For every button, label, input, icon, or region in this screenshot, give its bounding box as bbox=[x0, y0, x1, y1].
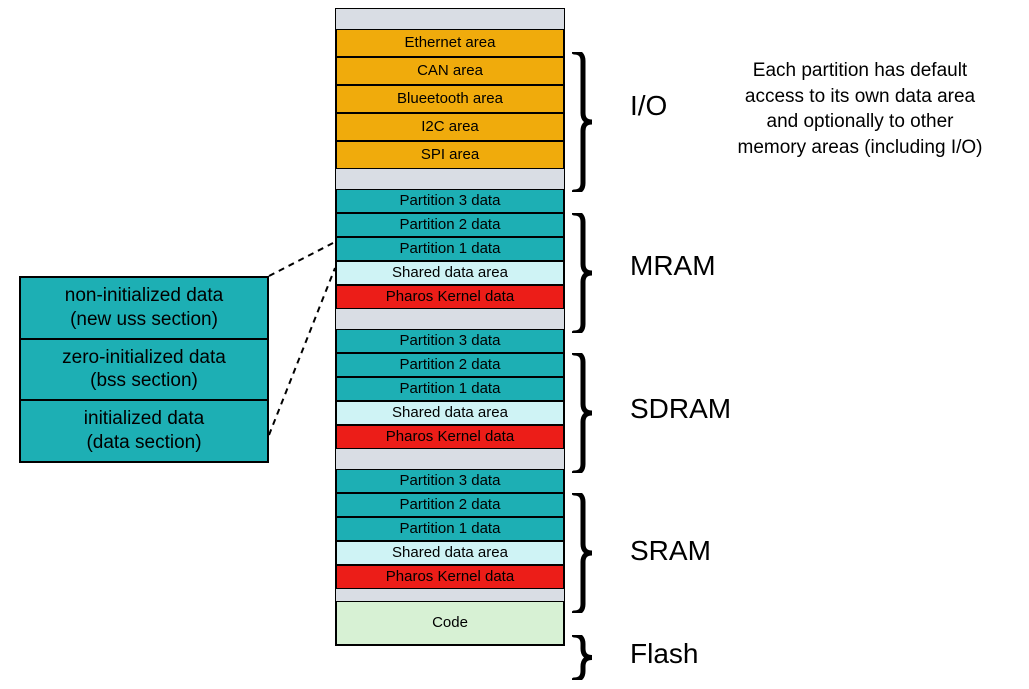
mram-kernel: Pharos Kernel data bbox=[336, 285, 564, 309]
spacer bbox=[336, 309, 564, 329]
sdram-kernel: Pharos Kernel data bbox=[336, 425, 564, 449]
brace-icon bbox=[572, 635, 612, 680]
detail-line: (new uss section) bbox=[70, 309, 218, 330]
detail-row-initialized: initialized data (data section) bbox=[20, 400, 268, 462]
sram-partition2: Partition 2 data bbox=[336, 493, 564, 517]
mram-partition2: Partition 2 data bbox=[336, 213, 564, 237]
sdram-partition2: Partition 2 data bbox=[336, 353, 564, 377]
detail-line: (bss section) bbox=[90, 370, 198, 391]
brace-icon bbox=[572, 353, 612, 473]
note-line: and optionally to other bbox=[767, 111, 954, 132]
brace-icon bbox=[572, 213, 612, 333]
mram-shared: Shared data area bbox=[336, 261, 564, 285]
mram-partition1: Partition 1 data bbox=[336, 237, 564, 261]
data-section-detail-box: non-initialized data (new uss section) z… bbox=[19, 276, 269, 463]
region-label: SDRAM bbox=[630, 393, 731, 425]
brace-icon bbox=[572, 493, 612, 613]
sram-partition1: Partition 1 data bbox=[336, 517, 564, 541]
io-can-area: CAN area bbox=[336, 57, 564, 85]
note-line: access to its own data area bbox=[745, 86, 975, 107]
brace-icon bbox=[572, 52, 612, 192]
sdram-partition3: Partition 3 data bbox=[336, 329, 564, 353]
sram-kernel: Pharos Kernel data bbox=[336, 565, 564, 589]
io-spi-area: SPI area bbox=[336, 141, 564, 169]
sram-partition3: Partition 3 data bbox=[336, 469, 564, 493]
spacer bbox=[336, 9, 564, 29]
io-ethernet-area: Ethernet area bbox=[336, 29, 564, 57]
spacer bbox=[336, 589, 564, 601]
region-label: SRAM bbox=[630, 535, 711, 567]
io-i2c-area: I2C area bbox=[336, 113, 564, 141]
io-bluetooth-area: Blueetooth area bbox=[336, 85, 564, 113]
region-label: MRAM bbox=[630, 250, 716, 282]
mram-partition3: Partition 3 data bbox=[336, 189, 564, 213]
detail-line: (data section) bbox=[86, 432, 201, 453]
detail-row-zero-initialized: zero-initialized data (bss section) bbox=[20, 339, 268, 401]
note-line: Each partition has default bbox=[753, 60, 967, 81]
detail-line: initialized data bbox=[84, 408, 204, 429]
region-label: Flash bbox=[630, 638, 698, 670]
detail-line: zero-initialized data bbox=[62, 347, 226, 368]
detail-row-non-initialized: non-initialized data (new uss section) bbox=[20, 277, 268, 339]
detail-line: non-initialized data bbox=[65, 285, 223, 306]
memory-map-column: Ethernet area CAN area Blueetooth area I… bbox=[335, 8, 565, 646]
region-label: I/O bbox=[630, 90, 667, 122]
spacer bbox=[336, 169, 564, 189]
access-description-note: Each partition has default access to its… bbox=[710, 58, 1010, 161]
sram-shared: Shared data area bbox=[336, 541, 564, 565]
flash-code: Code bbox=[336, 601, 564, 645]
note-line: memory areas (including I/O) bbox=[738, 137, 983, 158]
sdram-partition1: Partition 1 data bbox=[336, 377, 564, 401]
spacer bbox=[336, 449, 564, 469]
sdram-shared: Shared data area bbox=[336, 401, 564, 425]
